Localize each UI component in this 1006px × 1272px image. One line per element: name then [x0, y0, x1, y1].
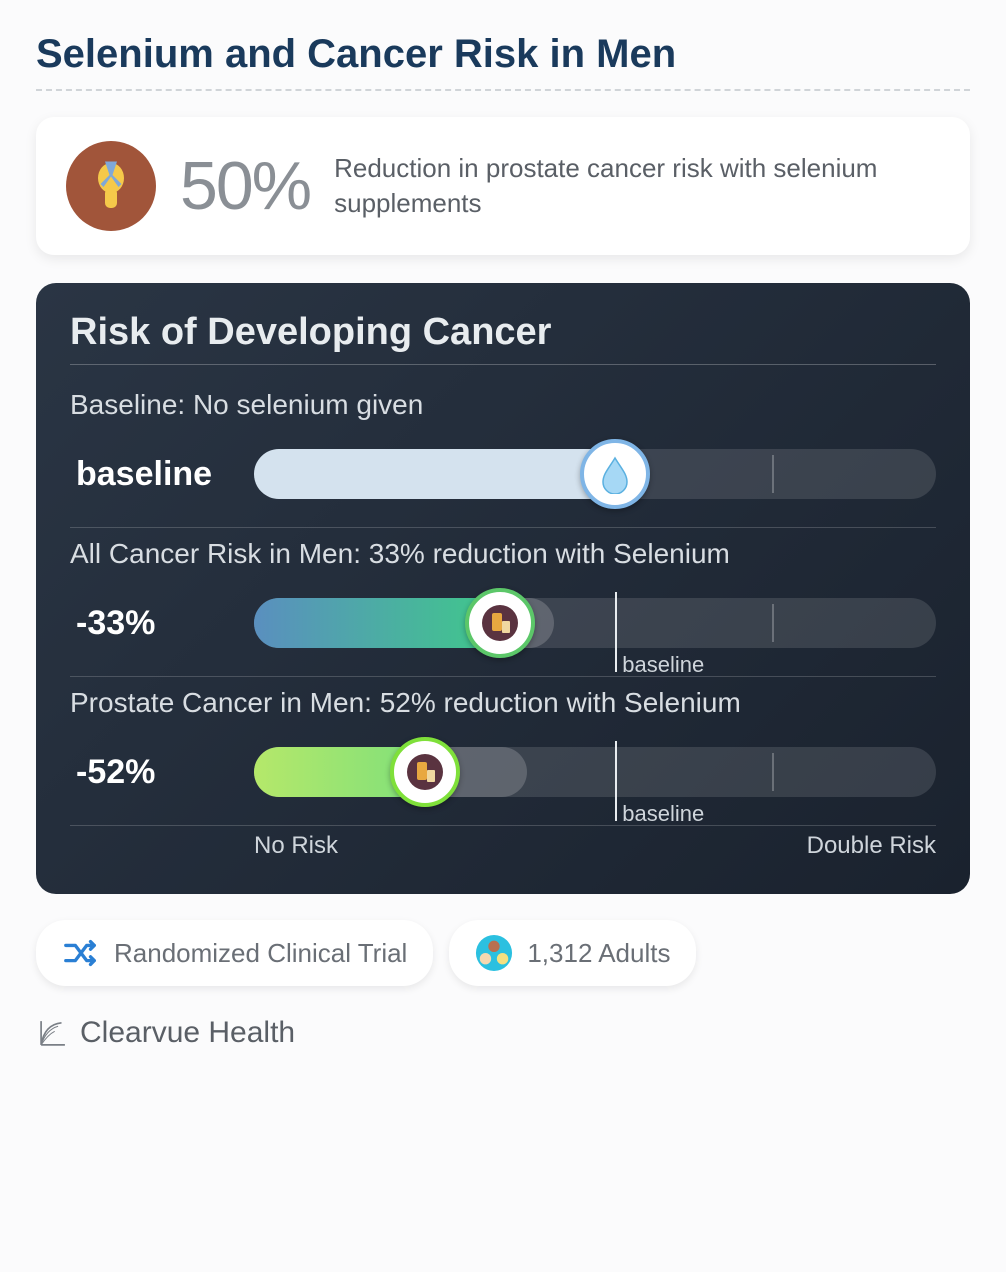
row-left-label: -33%	[70, 604, 250, 643]
summary-percent: 50%	[180, 147, 310, 225]
row-left-label: baseline	[70, 455, 250, 494]
row-left-label: -52%	[70, 753, 250, 792]
badges-row: Randomized Clinical Trial 1,312 Adults	[36, 920, 970, 986]
footer-text: Clearvue Health	[80, 1016, 295, 1050]
shuffle-icon	[62, 934, 100, 972]
axis-left-label: No Risk	[254, 832, 338, 860]
badge-label: 1,312 Adults	[527, 938, 670, 969]
prostate-ribbon-icon	[66, 141, 156, 231]
risk-panel: Risk of Developing Cancer Baseline: No s…	[36, 283, 970, 894]
baseline-label: baseline	[622, 652, 704, 678]
pill-marker-icon	[390, 737, 460, 807]
risk-row-baseline: Baseline: No selenium given baseline	[70, 379, 936, 528]
footer-brand: Clearvue Health	[36, 1016, 970, 1050]
baseline-tick	[615, 592, 617, 672]
axis-labels: No Risk Double Risk	[254, 832, 936, 860]
baseline-label: baseline	[622, 801, 704, 827]
summary-description: Reduction in prostate cancer risk with s…	[334, 151, 940, 221]
droplet-marker-icon	[580, 439, 650, 509]
row-title: Prostate Cancer in Men: 52% reduction wi…	[70, 687, 936, 719]
risk-row-allcancer: All Cancer Risk in Men: 33% reduction wi…	[70, 528, 936, 677]
badge-trial: Randomized Clinical Trial	[36, 920, 433, 986]
panel-heading: Risk of Developing Cancer	[70, 311, 936, 365]
risk-track: baseline	[254, 598, 936, 648]
summary-card: 50% Reduction in prostate cancer risk wi…	[36, 117, 970, 255]
people-icon	[475, 934, 513, 972]
axis-right-label: Double Risk	[807, 832, 936, 860]
baseline-tick	[615, 741, 617, 821]
risk-track	[254, 449, 936, 499]
pill-marker-icon	[465, 588, 535, 658]
row-title: All Cancer Risk in Men: 33% reduction wi…	[70, 538, 936, 570]
risk-fill	[254, 598, 500, 648]
badge-participants: 1,312 Adults	[449, 920, 696, 986]
row-title: Baseline: No selenium given	[70, 389, 936, 421]
clearvue-logo-icon	[36, 1016, 70, 1050]
risk-track: baseline	[254, 747, 936, 797]
risk-row-prostate: Prostate Cancer in Men: 52% reduction wi…	[70, 677, 936, 826]
badge-label: Randomized Clinical Trial	[114, 938, 407, 969]
page-title: Selenium and Cancer Risk in Men	[36, 32, 970, 91]
risk-fill	[254, 449, 615, 499]
